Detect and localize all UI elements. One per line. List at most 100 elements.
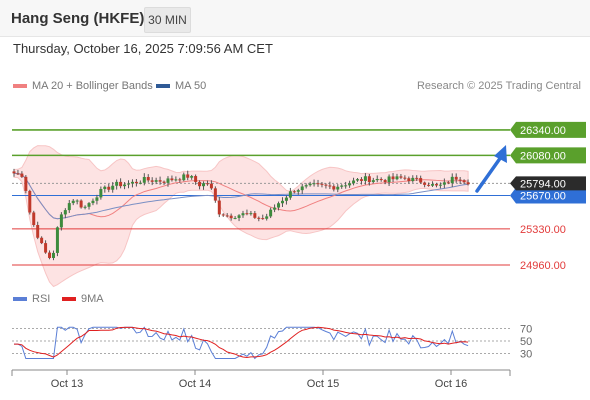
candle-body: [194, 176, 198, 182]
candle-body: [371, 180, 375, 183]
level-label-25330.00: 25330.00: [520, 224, 566, 236]
time-axis: Oct 13 Oct 14 Oct 15 Oct 16: [11, 369, 511, 390]
candle-body: [249, 213, 253, 215]
forecast-arrow-head: [494, 145, 507, 163]
candle-body: [403, 177, 407, 179]
ma50-swatch: [156, 84, 170, 88]
ma20-swatch: [13, 84, 27, 88]
candle-body: [107, 186, 111, 190]
rsi-axis-label-50: 50: [520, 336, 532, 348]
candle-body: [119, 181, 123, 187]
candle-body: [442, 182, 446, 185]
candle-body: [59, 214, 63, 228]
candle-body: [312, 183, 316, 185]
level-label-26080.00: 26080.00: [520, 150, 566, 162]
candle-body: [324, 184, 328, 186]
candle-body: [198, 181, 202, 187]
candle-body: [95, 197, 99, 201]
candle-body: [466, 182, 470, 185]
rsi-line: [14, 326, 469, 360]
ma20-legend-label: MA 20 + Bollinger Bands: [32, 80, 153, 92]
candle-body: [63, 210, 67, 215]
candle-body: [434, 184, 438, 186]
candle-body: [67, 203, 71, 211]
candle-body: [261, 218, 265, 220]
candle-body: [359, 179, 363, 181]
ma9-line: [14, 326, 469, 359]
candle-body: [190, 176, 194, 178]
candle-body: [28, 190, 32, 213]
level-lines: 26340.00 26080.00 25670.00 25330.00 24960.00…: [12, 121, 586, 272]
candle-body: [415, 177, 419, 179]
candle-body: [253, 213, 257, 218]
candle-body: [288, 191, 292, 198]
candle-body: [48, 252, 52, 258]
candle-body: [411, 177, 415, 182]
candle-body: [138, 182, 142, 184]
candle-body: [387, 176, 391, 183]
candle-body: [158, 180, 162, 182]
time-tick-label-1: Oct 14: [179, 378, 211, 390]
ma20-legend: MA 20 + Bollinger Bands: [13, 80, 153, 92]
ma9-legend: 9MA: [62, 293, 104, 305]
candle-body: [166, 178, 170, 183]
candle-body: [162, 181, 166, 183]
candle-body: [462, 180, 466, 183]
instrument-title: Hang Seng (HKFE): [11, 10, 145, 27]
current-price-label: 25794.00: [520, 178, 566, 190]
candle-body: [202, 183, 206, 187]
candle-body: [174, 179, 178, 181]
candle-body: [399, 176, 403, 178]
candle-body: [213, 188, 217, 201]
candle-body: [348, 183, 352, 186]
candle-body: [340, 185, 344, 187]
candle-body: [367, 176, 371, 183]
level-label-24960.00: 24960.00: [520, 260, 566, 272]
candle-body: [241, 213, 245, 216]
candle-body: [75, 200, 79, 202]
candle-body: [20, 173, 24, 177]
candle-body: [308, 183, 312, 186]
ma50-legend: MA 50: [156, 80, 206, 92]
candle-body: [446, 182, 450, 184]
candle-body: [150, 180, 154, 182]
candle-body: [363, 176, 367, 181]
ma9-swatch: [62, 297, 76, 301]
candle-body: [296, 190, 300, 192]
moving-averages: [13, 172, 469, 220]
candle-body: [328, 185, 332, 187]
level-label-25670.00: 25670.00: [520, 191, 566, 203]
candle-body: [87, 203, 91, 207]
candle-body: [127, 183, 130, 185]
ma9-legend-label: 9MA: [81, 293, 104, 305]
datetime-label: Thursday, October 16, 2025 7:09:56 AM CE…: [13, 41, 273, 56]
candle-body: [83, 206, 87, 208]
candle-body: [320, 183, 324, 185]
candle-body: [427, 184, 431, 186]
candle-body: [273, 207, 277, 210]
level-tag-26340.00: [510, 121, 586, 138]
time-tick-label-3: Oct 16: [435, 378, 467, 390]
candle-body: [352, 180, 356, 184]
level-tag-25670.00: [510, 187, 586, 204]
candle-body: [316, 183, 320, 185]
candle-body: [217, 200, 221, 215]
candle-body: [24, 176, 28, 191]
candle-body: [12, 171, 16, 174]
candle-body: [304, 185, 308, 187]
candle-body: [51, 252, 55, 258]
candle-body: [221, 214, 225, 216]
candle-body: [209, 183, 213, 189]
candle-body: [454, 176, 458, 180]
candle-body: [55, 227, 59, 253]
candle-body: [423, 182, 427, 185]
candle-body: [233, 217, 237, 219]
timeframe-button[interactable]: 30 MIN: [144, 7, 191, 33]
candle-body: [245, 213, 249, 215]
candle-body: [375, 179, 379, 181]
candle-body: [292, 191, 296, 193]
candle-body: [79, 200, 83, 208]
candle-body: [71, 200, 75, 204]
